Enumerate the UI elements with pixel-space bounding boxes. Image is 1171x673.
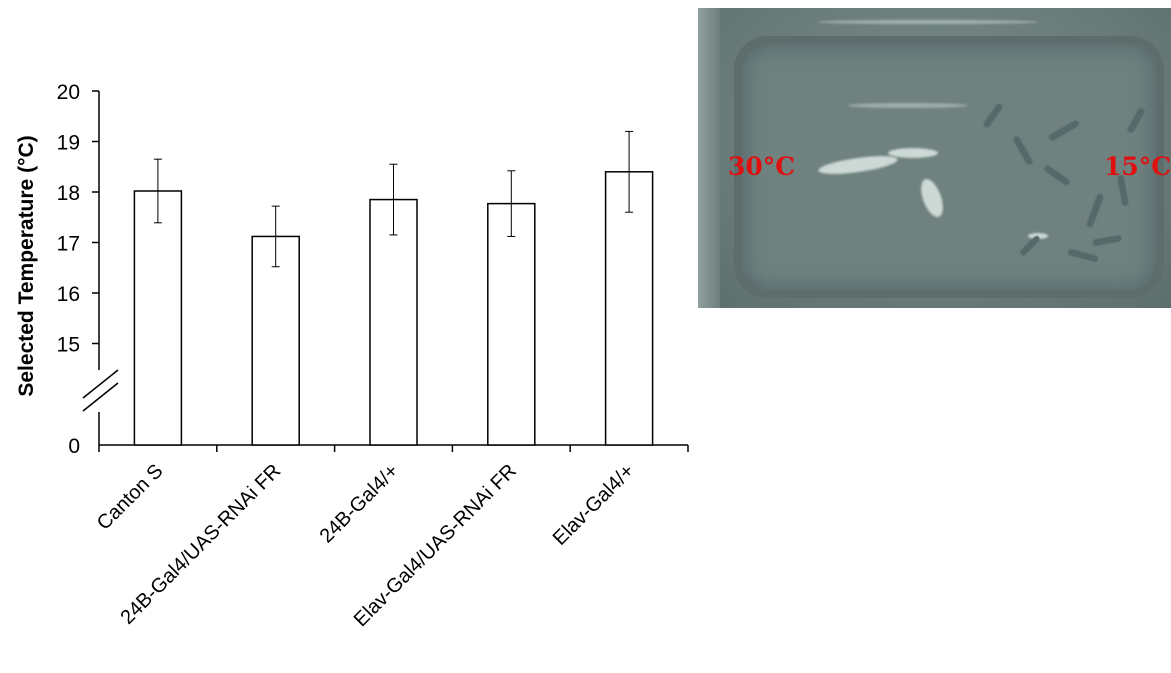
bar (251, 235, 300, 446)
y-tick-label: 16 (57, 283, 80, 306)
axis-break-mark (82, 382, 119, 412)
bar (487, 202, 536, 446)
x-tick-label: Canton S (93, 460, 168, 535)
plate-edge (698, 8, 720, 308)
light-glare (818, 20, 1038, 24)
cool-temperature-label: 15°C (1104, 152, 1171, 181)
x-tick-label: 24B-Gal4/+ (316, 460, 403, 547)
y-ticks: 15 16 17 18 19 20 (57, 81, 99, 357)
y-tick-label: 18 (57, 182, 80, 205)
agar-plate (734, 36, 1164, 298)
warm-temperature-label: 30°C (728, 152, 796, 181)
y-tick-label: 17 (57, 233, 80, 256)
y-tick-label: 20 (57, 81, 80, 104)
bar (604, 171, 654, 446)
bar-chart: 0 15 16 17 18 19 20 Canton S24B-Gal4/UAS-RNAi… (15, 81, 689, 631)
y-axis-label: Selected Temperature (°C) (15, 135, 38, 396)
light-glare (848, 103, 968, 108)
y-tick-label: 19 (57, 132, 80, 155)
bars (133, 130, 654, 446)
axis-break-mark (82, 369, 119, 399)
x-tick-label: Elav-Gal4/+ (549, 460, 639, 550)
bar (369, 198, 418, 446)
y-tick-label-zero: 0 (68, 435, 80, 458)
y-tick-label: 15 (57, 334, 80, 357)
bar (133, 190, 183, 446)
light-glare (888, 148, 938, 158)
larvae-thermotaxis-photo: 30°C 15°C (698, 8, 1171, 308)
